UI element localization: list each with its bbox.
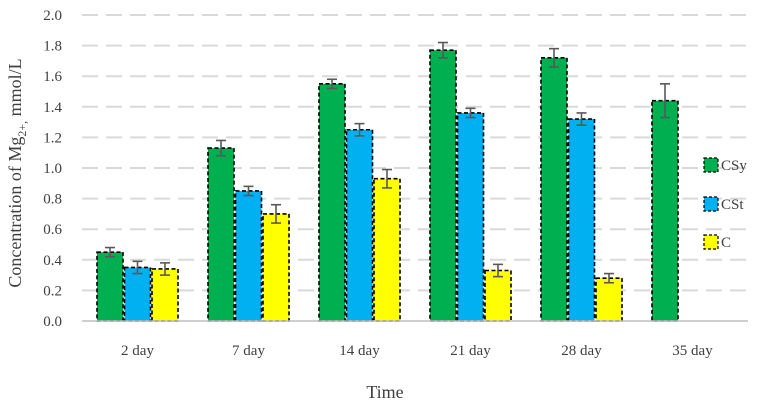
bar-c-21-day [484,269,512,322]
y-tick-label: 0.6 [43,222,62,238]
bar-cst-14-day [345,128,374,322]
bar-c-2-day [151,268,179,322]
y-tick-label: 0.0 [43,314,62,330]
y-axis-title-subscript: 2+, [15,121,29,137]
bar-csy-2-day [96,251,124,322]
x-axis-title: Time [366,382,403,402]
y-tick-label: 1.0 [43,161,62,177]
bar-csy-7-day [207,147,235,322]
y-axis-title-suffix: mmol/L [5,58,25,121]
legend-swatch-cst [703,196,719,212]
bar-c-7-day [262,213,290,322]
y-tick-label: 1.6 [43,69,62,85]
legend-swatch-c [703,234,719,250]
legend-label-c: C [721,235,731,251]
error-bars [105,41,670,284]
bar-cst-2-day [123,266,152,322]
legend-label-csy: CSy [721,158,747,174]
bar-cst-28-day [567,118,596,322]
y-tick-label: 2.0 [43,8,62,24]
bar-csy-14-day [318,83,346,322]
bar-c-28-day [595,277,623,322]
gridlines [82,14,748,292]
x-category-label: 28 day [561,343,602,359]
x-axis-categories: 2 day 7 day 14 day 21 day 28 day 35 day [121,343,713,359]
y-tick-label: 1.8 [43,39,62,55]
legend: CSy CSt C [703,157,747,251]
x-category-label: 7 day [232,343,265,359]
legend-label-cst: CSt [721,197,744,213]
y-tick-label: 0.4 [43,253,62,269]
x-category-label: 2 day [121,343,154,359]
bar-csy-35-day [651,99,679,322]
y-axis-title-prefix: Concentration of Mg [5,137,25,288]
legend-swatch-csy [703,157,719,173]
y-axis-title: Concentration of Mg2+, mmol/L [5,58,29,287]
x-category-label: 35 day [672,343,713,359]
bar-c-14-day [373,177,401,322]
y-axis-ticks: 0.0 0.2 0.4 0.6 0.8 1.0 1.2 1.4 1.6 1.8 2.0 [43,8,62,330]
y-tick-label: 0.2 [43,283,62,299]
x-category-label: 14 day [339,343,380,359]
bar-csy-21-day [429,49,457,322]
bar-csy-28-day [540,57,568,322]
bar-cst-7-day [234,190,263,322]
y-tick-label: 1.2 [43,130,62,146]
x-category-label: 21 day [450,343,491,359]
bar-cst-21-day [456,112,485,322]
y-tick-label: 1.4 [43,100,62,116]
y-tick-label: 0.8 [43,192,62,208]
